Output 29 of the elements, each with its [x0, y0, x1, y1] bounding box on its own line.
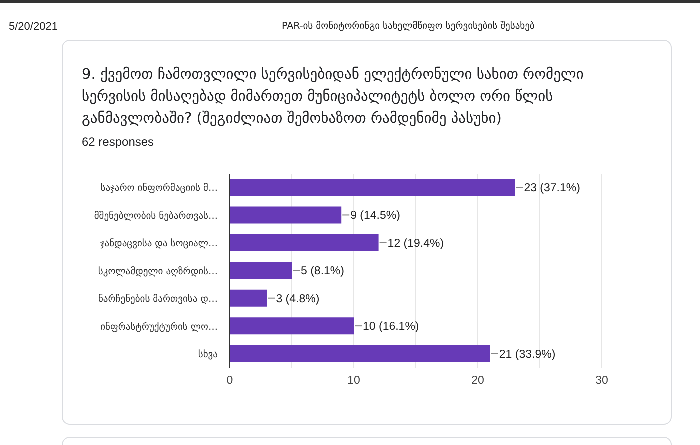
x-tick-label: 10	[348, 375, 360, 388]
data-label: 23 (37.1%)	[524, 182, 581, 195]
bar	[230, 234, 379, 252]
x-tick-label: 0	[226, 375, 234, 388]
y-tick-label: სკოლამდელი აღზრდის…	[98, 266, 218, 278]
x-tick-label: 30	[596, 375, 608, 388]
bar	[230, 318, 354, 335]
text: 5/20/2021	[9, 21, 58, 33]
y-tick-label: საჯარო ინფორმაციის მ…	[100, 183, 218, 194]
bar	[230, 290, 268, 307]
data-label: 5 (8.1%)	[301, 266, 345, 278]
data-label: 21 (33.9%)	[499, 348, 556, 361]
y-tick-label: ნარჩენების მართვისა დ…	[98, 294, 218, 306]
y-tick-label: მშენებლობის ნებართვას…	[94, 210, 218, 222]
x-tick-label: 20	[472, 375, 484, 388]
chart-title: 9. ქვემოთ ჩამოთვლილი სერვისებიდან ელექტრონული სახით რომელი სერვისის მისაღებად მიმართეთ მუნიციპალიტეტს ბოლო ორი წლის განმავლობაში? (შეგიძლიათ შემოხაზოთ რამდენიმე პასუხი)	[82, 66, 585, 129]
text: PAR-ის მონიტორინგი სახელმწიფო სერვისების შესახებ	[282, 21, 535, 32]
bar	[230, 179, 516, 196]
data-label: 12 (19.4%)	[388, 238, 444, 250]
bar	[230, 345, 490, 362]
data-label: 3 (4.8%)	[276, 293, 320, 306]
text: 62 responses	[82, 135, 154, 149]
data-label: 10 (16.1%)	[363, 321, 420, 334]
data-label: 9 (14.5%)	[350, 210, 401, 222]
y-tick-label: სხვა	[198, 349, 218, 360]
y-tick-label: ინფრასტრუქტურის ლო…	[100, 322, 218, 333]
y-tick-label: ჯანდაცვისა და სოციალ…	[100, 238, 218, 250]
bar	[230, 262, 292, 280]
bar	[230, 206, 342, 224]
